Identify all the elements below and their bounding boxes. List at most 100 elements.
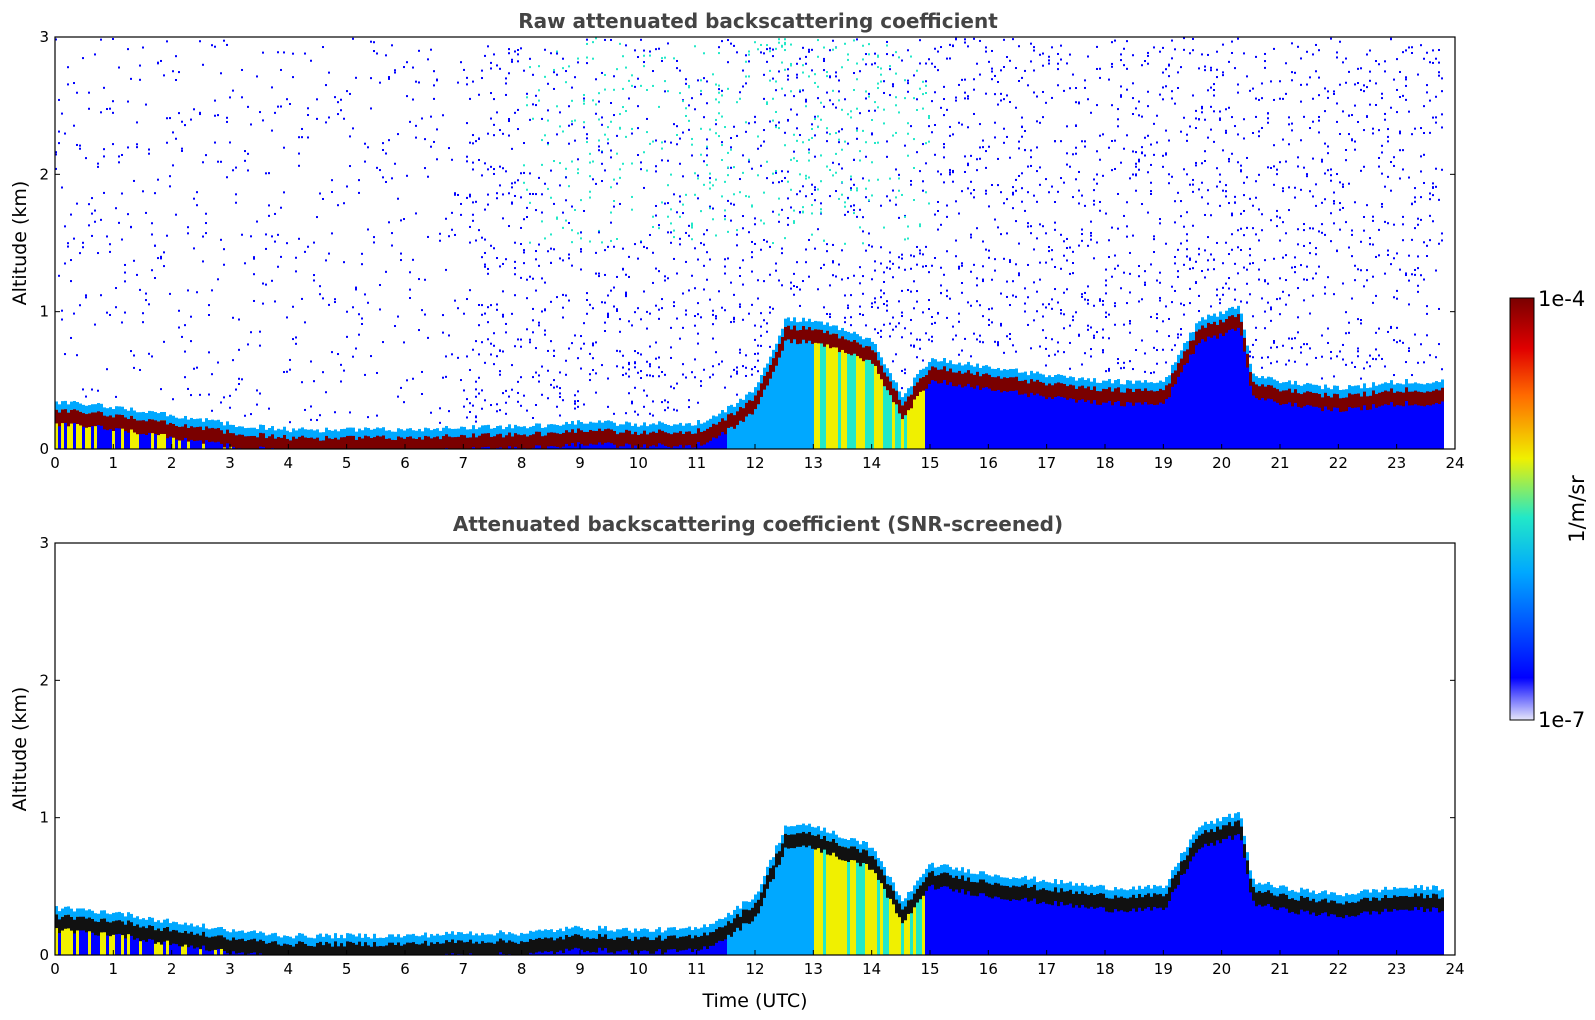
heatmap-cell xyxy=(358,191,360,194)
heatmap-cell xyxy=(760,312,762,315)
heatmap-cell xyxy=(817,321,820,330)
heatmap-cell xyxy=(1357,393,1360,408)
heatmap-cell xyxy=(1399,391,1402,406)
heatmap-cell xyxy=(430,145,432,148)
heatmap-cell xyxy=(307,107,309,110)
heatmap-cell xyxy=(1027,383,1030,398)
heatmap-cell xyxy=(106,408,109,417)
heatmap-cell xyxy=(835,275,837,278)
heatmap-cell xyxy=(1162,86,1164,89)
heatmap-cell xyxy=(466,398,468,401)
heatmap-cell xyxy=(106,919,109,955)
heatmap-cell xyxy=(613,430,616,445)
heatmap-cell xyxy=(1174,344,1176,347)
heatmap-cell xyxy=(679,69,681,72)
heatmap-cell xyxy=(763,280,765,283)
heatmap-cell xyxy=(478,427,481,436)
heatmap-cell xyxy=(1402,239,1404,242)
heatmap-cell xyxy=(550,432,553,447)
heatmap-cell xyxy=(586,312,588,315)
heatmap-cell xyxy=(1441,113,1443,116)
heatmap-cell xyxy=(310,405,312,408)
heatmap-cell xyxy=(811,212,813,215)
heatmap-cell xyxy=(1003,98,1005,101)
heatmap-cell xyxy=(433,84,435,87)
heatmap-cell xyxy=(1345,57,1347,60)
heatmap-cell xyxy=(622,424,625,433)
heatmap-cell xyxy=(967,162,969,165)
heatmap-cell xyxy=(127,410,130,420)
heatmap-cell xyxy=(982,374,985,388)
heatmap-cell xyxy=(1183,351,1186,365)
heatmap-cell xyxy=(679,215,681,218)
heatmap-cell xyxy=(598,149,600,152)
heatmap-cell xyxy=(622,106,624,109)
heatmap-cell xyxy=(1054,380,1057,449)
heatmap-cell xyxy=(103,412,106,449)
heatmap-cell xyxy=(181,418,184,427)
heatmap-cell xyxy=(703,77,705,80)
heatmap-cell xyxy=(1291,42,1293,45)
heatmap-cell xyxy=(1267,121,1269,124)
heatmap-cell xyxy=(619,126,621,129)
heatmap-cell xyxy=(1078,333,1080,336)
heatmap-cell xyxy=(1066,259,1068,262)
heatmap-cell xyxy=(1234,195,1236,198)
heatmap-cell xyxy=(511,201,513,204)
heatmap-cell xyxy=(1051,96,1053,99)
heatmap-cell xyxy=(934,123,936,126)
heatmap-cell xyxy=(1351,139,1353,142)
heatmap-cell xyxy=(1408,176,1410,179)
heatmap-cell xyxy=(1369,395,1372,410)
heatmap-cell xyxy=(1102,351,1104,354)
heatmap-cell xyxy=(277,51,279,54)
heatmap-cell xyxy=(370,438,373,449)
heatmap-cell xyxy=(766,371,769,386)
heatmap-cell xyxy=(769,245,771,248)
heatmap-cell xyxy=(1102,386,1105,449)
heatmap-cell xyxy=(1303,223,1305,226)
heatmap-cell xyxy=(1045,347,1047,350)
heatmap-cell xyxy=(1063,291,1065,294)
heatmap-cell xyxy=(709,181,711,184)
heatmap-cell xyxy=(622,366,624,369)
heatmap-cell xyxy=(1087,324,1089,327)
heatmap-cell xyxy=(1105,284,1107,287)
heatmap-cell xyxy=(202,161,204,164)
heatmap-cell xyxy=(1192,337,1195,449)
heatmap-cell xyxy=(856,107,858,110)
heatmap-cell xyxy=(1144,380,1147,389)
heatmap-cell xyxy=(904,372,906,375)
heatmap-cell xyxy=(817,55,819,58)
heatmap-cell xyxy=(1342,185,1344,188)
heatmap-cell xyxy=(1303,229,1305,232)
heatmap-cell xyxy=(1384,272,1386,275)
heatmap-cell xyxy=(325,391,327,394)
heatmap-cell xyxy=(1318,391,1321,449)
heatmap-cell xyxy=(238,426,241,435)
heatmap-cell xyxy=(1255,384,1258,399)
heatmap-cell xyxy=(1234,201,1236,204)
heatmap-cell xyxy=(784,326,787,341)
heatmap-cell xyxy=(859,336,862,345)
heatmap-cell xyxy=(970,304,972,307)
heatmap-cell xyxy=(1153,383,1156,392)
heatmap-cell xyxy=(1132,97,1134,100)
heatmap-cell xyxy=(1168,64,1170,67)
heatmap-cell xyxy=(1216,76,1218,79)
heatmap-cell xyxy=(1156,279,1158,282)
heatmap-cell xyxy=(580,268,582,271)
heatmap-cell xyxy=(709,177,711,180)
heatmap-cell xyxy=(88,914,91,955)
heatmap-cell xyxy=(352,306,354,309)
heatmap-cell xyxy=(730,281,732,284)
heatmap-cell xyxy=(931,366,934,381)
heatmap-cell xyxy=(757,297,759,300)
heatmap-cell xyxy=(1354,264,1356,267)
heatmap-cell xyxy=(511,60,513,63)
heatmap-cell xyxy=(1417,383,1420,392)
heatmap-cell xyxy=(802,280,804,283)
heatmap-cell xyxy=(574,394,576,397)
heatmap-cell xyxy=(949,134,951,137)
heatmap-cell xyxy=(997,184,999,187)
